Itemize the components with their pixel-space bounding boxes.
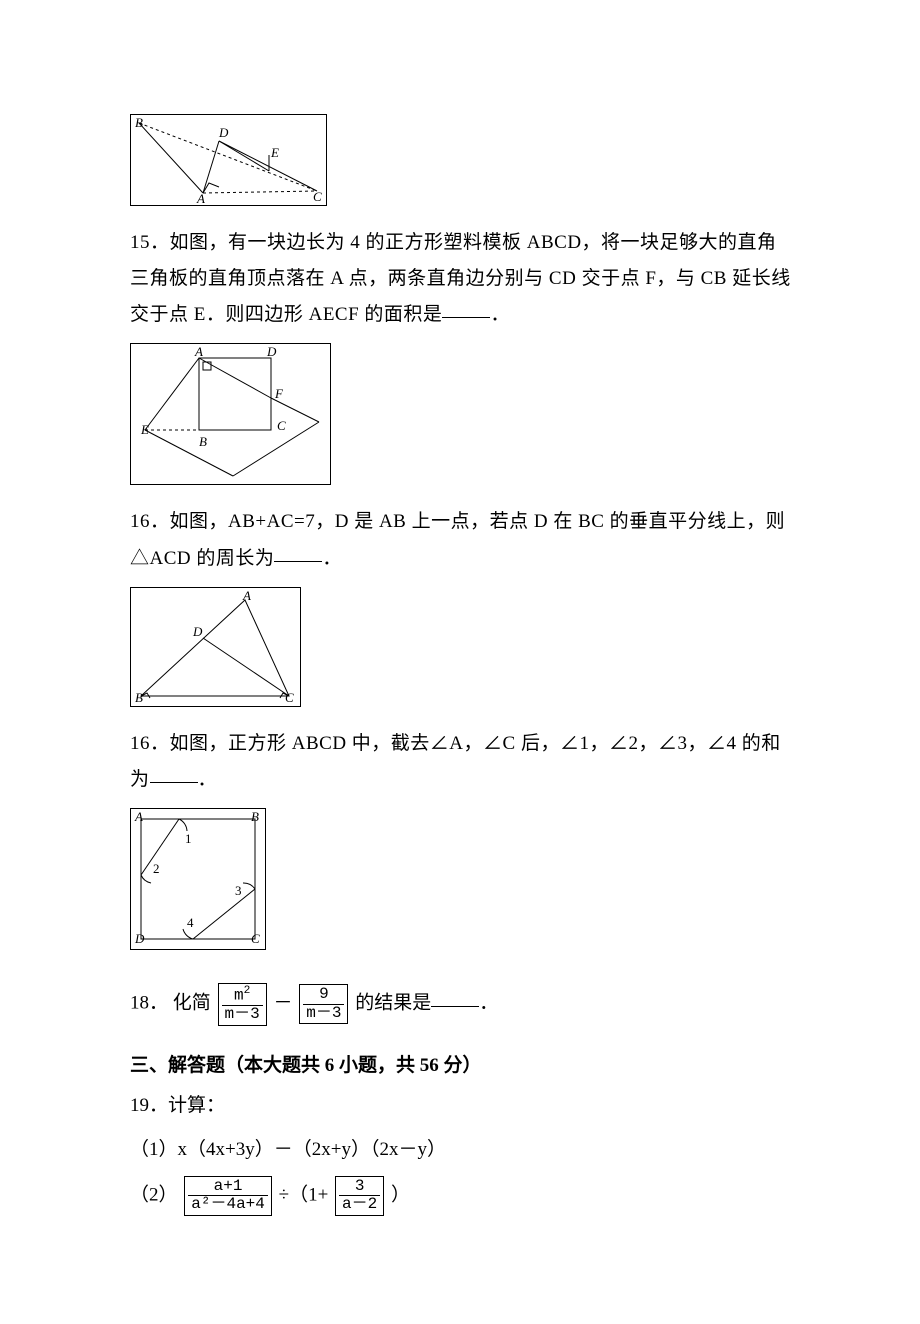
svg-text:4: 4: [187, 915, 194, 930]
svg-text:C: C: [285, 690, 294, 705]
svg-text:B: B: [251, 809, 259, 824]
svg-text:C: C: [251, 931, 260, 946]
problem-16b-num: 16．: [130, 733, 170, 754]
problem-15-text: 15．如图，有一块边长为 4 的正方形塑料模板 ABCD，将一块足够大的直角三角…: [130, 232, 791, 325]
svg-text:D: D: [192, 624, 203, 639]
problem-15-num: 15．: [130, 232, 170, 253]
problem-19-num: 19．: [130, 1095, 168, 1116]
figure-16a: B C A D: [130, 587, 301, 707]
problem-16a: 16．如图，AB+AC=7，D 是 AB 上一点，若点 D 在 BC 的垂直平分…: [130, 504, 795, 576]
fraction-18-1: m2 m－3: [218, 983, 267, 1026]
svg-text:2: 2: [153, 861, 160, 876]
problem-18-before: 化简: [173, 993, 211, 1014]
problem-18-num: 18．: [130, 993, 168, 1014]
blank-16b: [150, 764, 198, 783]
figure-14: B D E A C: [130, 114, 327, 206]
problem-19-line2: （2） a+1 a²－4a+4 ÷（1+ 3 a－2 ）: [130, 1176, 795, 1216]
svg-text:C: C: [277, 418, 286, 433]
problem-15: 15．如图，有一块边长为 4 的正方形塑料模板 ABCD，将一块足够大的直角三角…: [130, 225, 795, 333]
svg-text:B: B: [135, 115, 143, 130]
svg-text:A: A: [194, 344, 203, 359]
figure-15: A D F C E B: [130, 343, 331, 485]
svg-text:C: C: [313, 189, 322, 204]
svg-text:A: A: [242, 588, 251, 603]
figure-16b: A B D C 1 2 3 4: [130, 808, 266, 950]
problem-19: 19．计算：: [130, 1088, 795, 1124]
problem-18-after: 的结果是: [355, 993, 431, 1014]
svg-text:A: A: [134, 809, 143, 824]
svg-text:D: D: [266, 344, 277, 359]
svg-text:D: D: [134, 931, 145, 946]
problem-19-body: （1）x（4x+3y）－（2x+y）（2x－y） （2） a+1 a²－4a+4…: [130, 1132, 795, 1216]
fraction-19-b: 3 a－2: [335, 1176, 384, 1216]
svg-text:F: F: [274, 386, 284, 401]
svg-text:E: E: [270, 145, 279, 160]
blank-18: [431, 988, 479, 1007]
svg-text:B: B: [135, 690, 143, 705]
problem-16b: 16．如图，正方形 ABCD 中，截去∠A，∠C 后，∠1，∠2，∠3，∠4 的…: [130, 726, 795, 798]
svg-text:E: E: [140, 422, 149, 437]
problem-16a-num: 16．: [130, 511, 170, 532]
minus-sign: －: [274, 993, 293, 1014]
svg-text:A: A: [196, 191, 205, 205]
svg-text:1: 1: [185, 831, 192, 846]
fraction-18-2: 9 m－3: [299, 984, 348, 1024]
problem-16a-text: 16．如图，AB+AC=7，D 是 AB 上一点，若点 D 在 BC 的垂直平分…: [130, 511, 785, 568]
svg-text:B: B: [199, 434, 207, 449]
svg-text:D: D: [218, 125, 229, 140]
svg-text:3: 3: [235, 883, 242, 898]
blank-16a: [274, 543, 322, 562]
problem-16b-text: 16．如图，正方形 ABCD 中，截去∠A，∠C 后，∠1，∠2，∠3，∠4 的…: [130, 733, 781, 790]
blank-15: [442, 299, 490, 318]
problem-19-title: 计算：: [168, 1095, 225, 1116]
fraction-19-a: a+1 a²－4a+4: [184, 1176, 272, 1216]
problem-18: 18． 化简 m2 m－3 － 9 m－3 的结果是．: [130, 983, 795, 1026]
section-3-heading: 三、解答题（本大题共 6 小题，共 56 分）: [130, 1048, 795, 1084]
problem-19-line1: （1）x（4x+3y）－（2x+y）（2x－y）: [130, 1132, 795, 1168]
